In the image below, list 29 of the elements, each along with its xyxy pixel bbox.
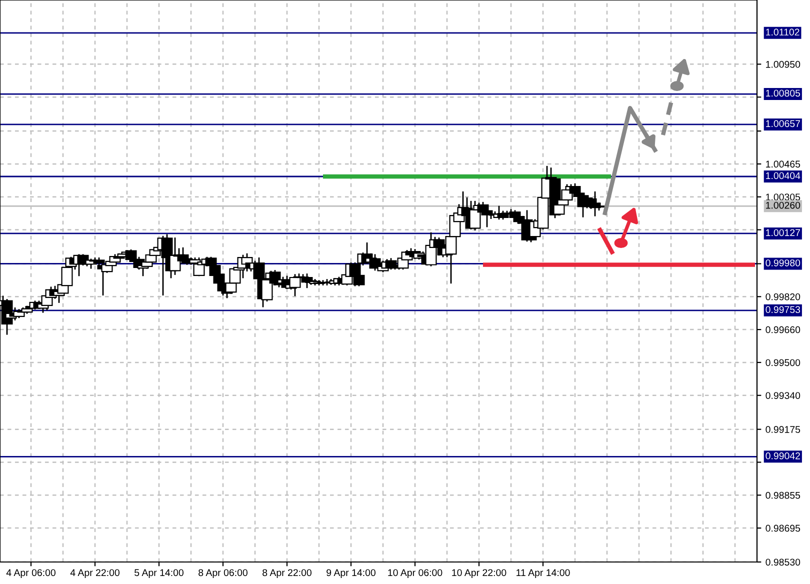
ref-line-label: 1.00260 (766, 202, 800, 209)
x-tick-label: 10 Apr 06:00 (388, 569, 442, 578)
ref-line-label: 0.99042 (766, 452, 800, 460)
ref-line-label: 1.00805 (766, 90, 800, 97)
x-tick-label: 10 Apr 22:00 (452, 569, 506, 578)
x-tick-label: 8 Apr 06:00 (198, 569, 248, 578)
x-tick-label: 8 Apr 22:00 (262, 569, 312, 578)
y-tick-label: 0.99820 (766, 293, 800, 300)
ref-line-label: 1.00404 (766, 172, 800, 180)
ref-line-label: 0.99753 (766, 306, 800, 314)
y-tick-label: 0.98695 (766, 524, 800, 532)
y-tick-label: 1.00305 (766, 194, 800, 200)
y-tick-label: 0.98855 (766, 492, 800, 499)
y-tick-label: 0.99340 (766, 392, 800, 399)
y-tick-label: 1.00465 (766, 160, 800, 168)
ref-line-label: 1.00657 (766, 120, 800, 128)
ref-line-label: 1.01102 (766, 28, 800, 36)
y-tick-label: 0.99175 (766, 426, 800, 433)
x-tick-label: 4 Apr 06:00 (6, 569, 56, 578)
x-tick-label: 9 Apr 14:00 (326, 569, 376, 578)
y-tick-label: 1.00950 (766, 60, 800, 68)
x-tick-label: 5 Apr 14:00 (134, 569, 184, 578)
y-tick-label: 0.99500 (766, 359, 800, 366)
ref-line-label: 0.99980 (766, 259, 800, 266)
ref-line-label: 1.00127 (766, 229, 800, 236)
y-tick-label: 0.99660 (766, 326, 800, 334)
x-tick-label: 11 Apr 14:00 (516, 569, 570, 578)
x-tick-label: 4 Apr 22:00 (70, 569, 120, 578)
y-tick-label: 0.98530 (766, 558, 800, 566)
